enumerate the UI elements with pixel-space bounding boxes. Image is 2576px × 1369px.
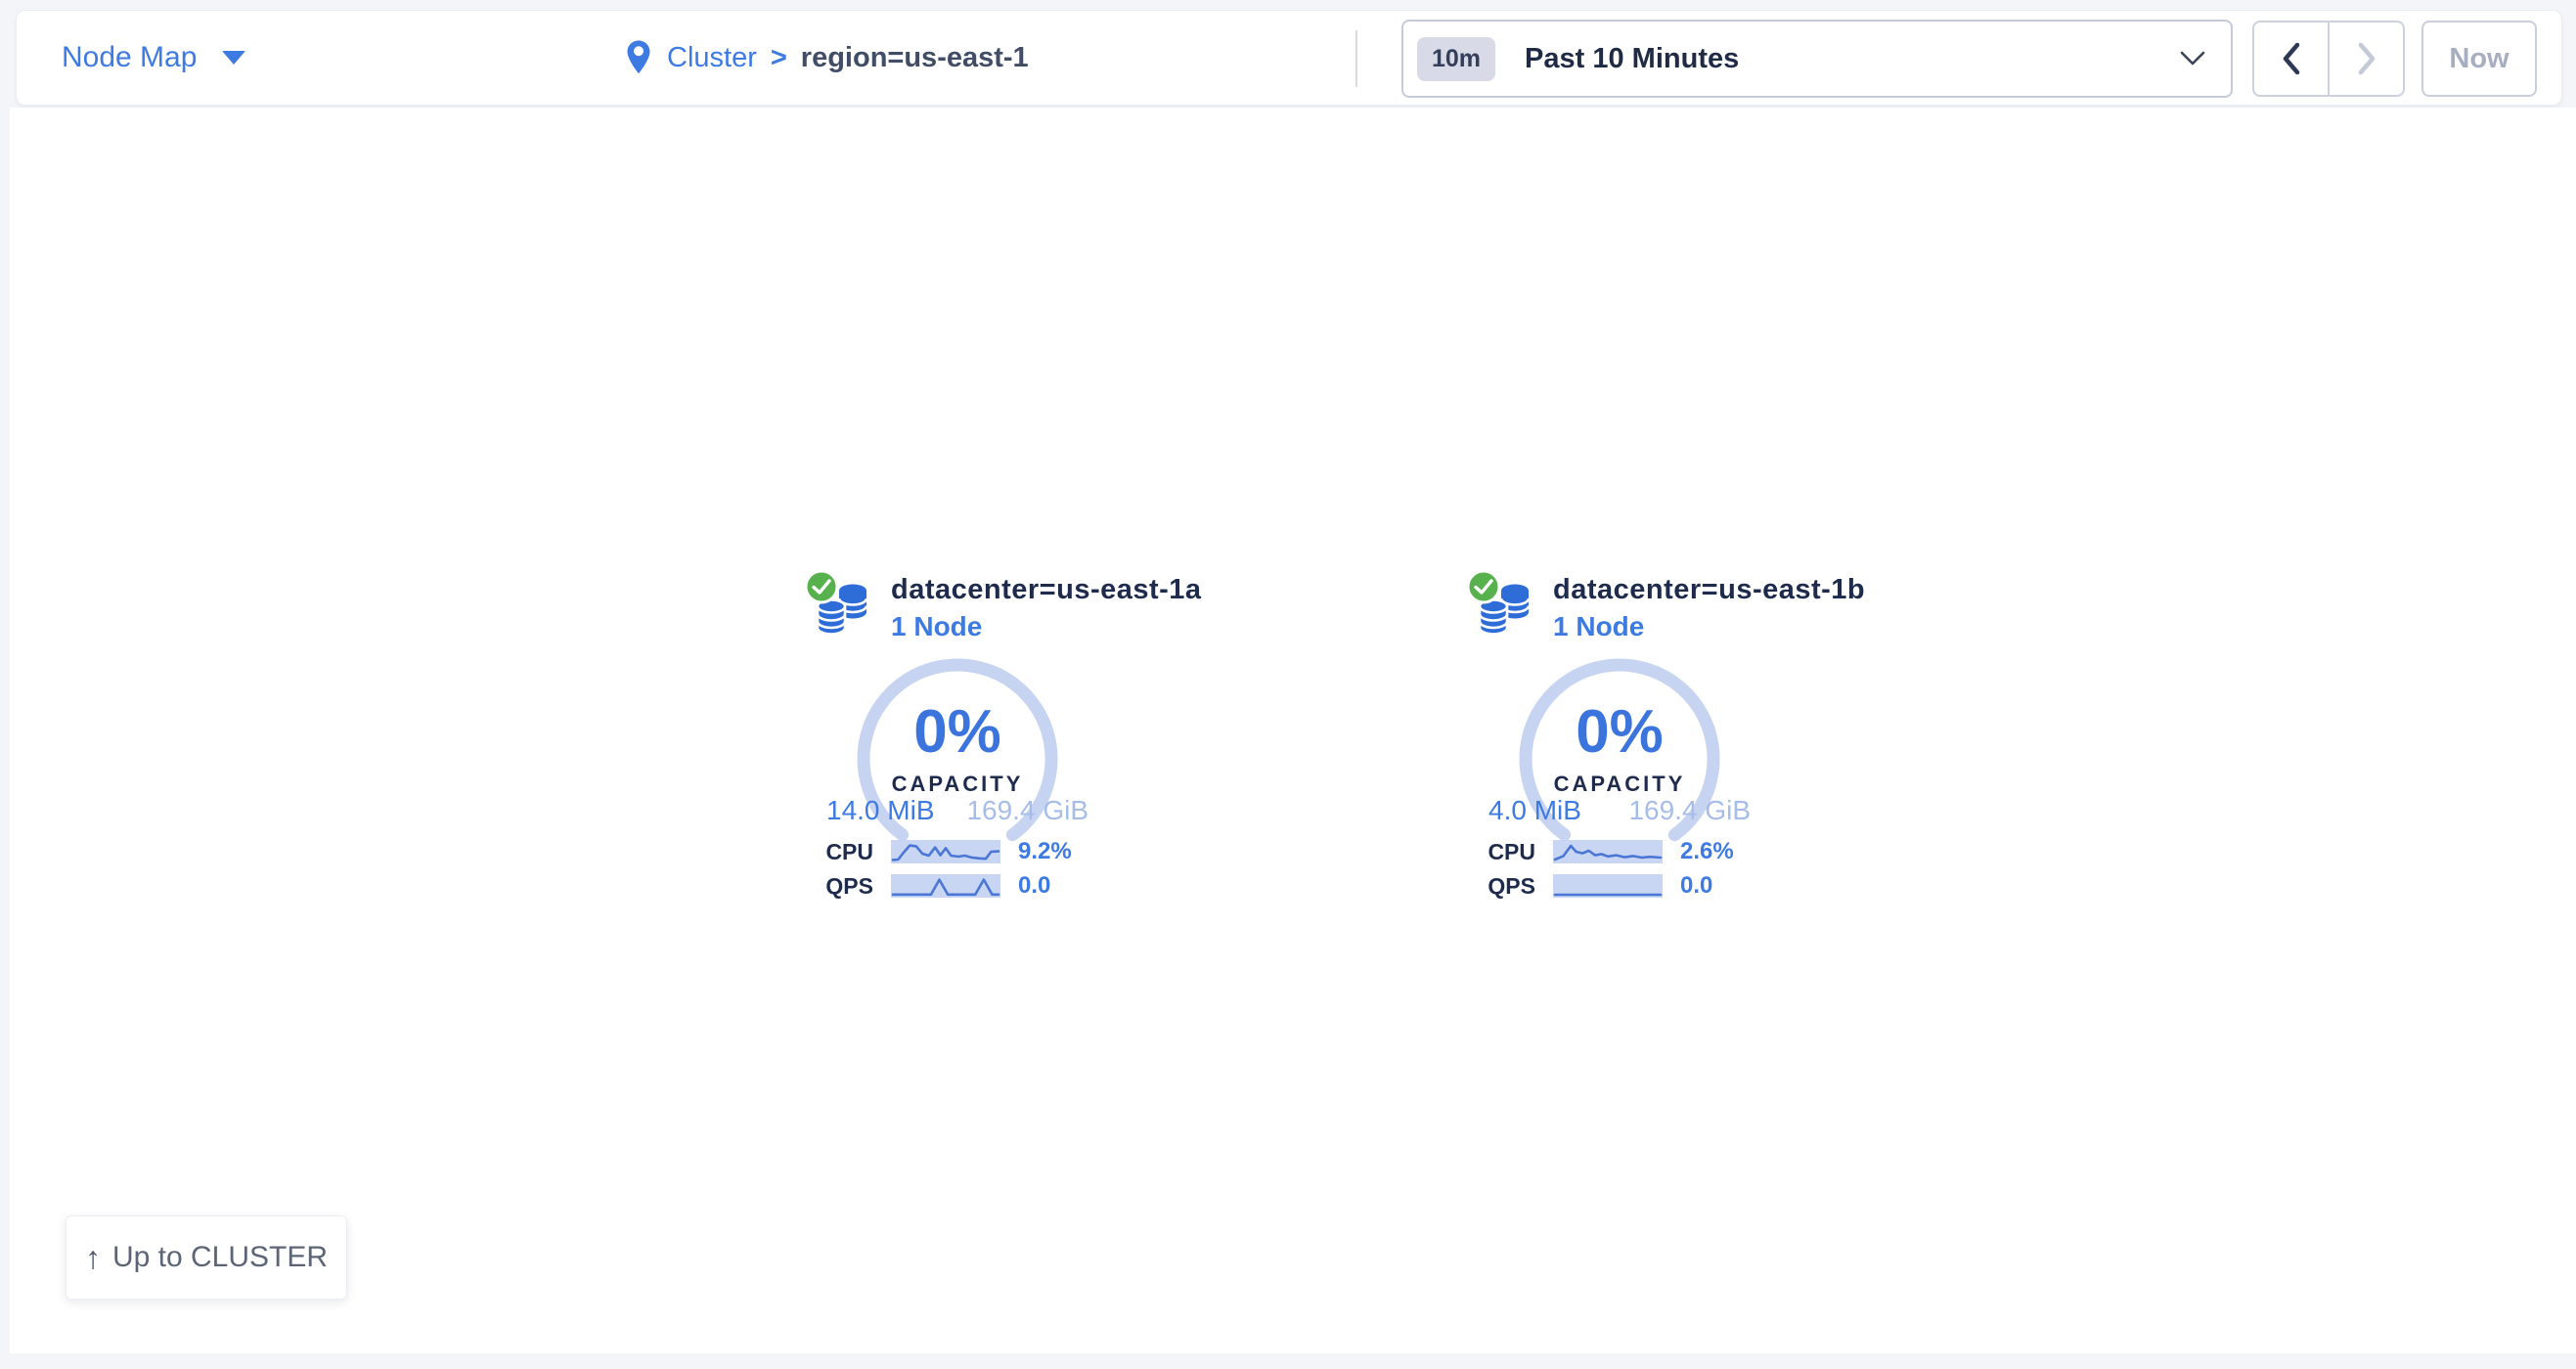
- qps-label: QPS: [825, 872, 873, 899]
- cpu-label: CPU: [825, 838, 873, 864]
- capacity-ring-arc: [857, 658, 1058, 860]
- capacity-values: 14.0 MiB 169.4 GiB: [826, 795, 1088, 826]
- datacenter-node-count: 1 Node: [891, 611, 983, 641]
- qps-sparkline: [891, 874, 1000, 898]
- cpu-label: CPU: [1488, 838, 1535, 864]
- chevron-left-icon: [2283, 42, 2299, 75]
- qps-stat-row: QPS 0.0: [1434, 872, 1805, 900]
- cpu-value: 2.6%: [1680, 838, 1734, 864]
- healthy-check-icon: [1466, 569, 1501, 604]
- datacenter-stats: CPU 2.6% QPS 0.0: [1434, 838, 1805, 900]
- node-map-canvas: datacenter=us-east-1a 1 Node 0% CAPACITY…: [10, 108, 2576, 1353]
- time-range-dropdown[interactable]: 10m Past 10 Minutes: [1401, 20, 2233, 98]
- cpu-stat-row: CPU 2.6%: [1434, 838, 1805, 865]
- datacenter-node-count: 1 Node: [1553, 611, 1645, 641]
- capacity-used: 14.0 MiB: [826, 795, 935, 825]
- time-range-label: Past 10 Minutes: [1525, 42, 1740, 74]
- datacenter-header: datacenter=us-east-1b 1 Node: [1434, 569, 1865, 642]
- capacity-label: CAPACITY: [891, 772, 1024, 796]
- view-switcher-dropdown[interactable]: Node Map: [62, 11, 246, 105]
- capacity-label: CAPACITY: [1553, 772, 1686, 796]
- cpu-stat-row: CPU 9.2%: [772, 838, 1143, 865]
- capacity-total: 169.4 GiB: [966, 795, 1088, 825]
- breadcrumb: Cluster > region=us-east-1: [624, 11, 1029, 105]
- cpu-sparkline: [1553, 840, 1663, 863]
- datacenter-header: datacenter=us-east-1a 1 Node: [772, 569, 1201, 642]
- up-to-cluster-label: Up to CLUSTER: [111, 1241, 329, 1273]
- capacity-ring: 0% CAPACITY 4.0 MiB 169.4 GiB: [1488, 658, 1751, 860]
- datacenter-title: datacenter=us-east-1b: [1553, 574, 1866, 605]
- datacenter-card-us-east-1b[interactable]: datacenter=us-east-1b 1 Node 0% CAPACITY…: [1434, 569, 1865, 906]
- capacity-ring-arc: [1519, 658, 1720, 860]
- qps-value: 0.0: [1018, 872, 1051, 899]
- qps-stat-row: QPS 0.0: [772, 872, 1143, 900]
- topbar-divider: [1355, 30, 1357, 87]
- arrow-up-icon: ↑: [84, 1240, 101, 1275]
- datacenter-stats: CPU 9.2% QPS 0.0: [772, 838, 1143, 900]
- breadcrumb-current: region=us-east-1: [800, 41, 1029, 73]
- datacenter-titles: datacenter=us-east-1b 1 Node: [1553, 572, 1865, 642]
- time-prev-button[interactable]: [2254, 22, 2328, 95]
- time-range-badge: 10m: [1417, 36, 1496, 81]
- breadcrumb-cluster-link[interactable]: Cluster: [667, 41, 757, 73]
- capacity-percent: 0%: [1576, 698, 1664, 766]
- healthy-check-icon: [804, 569, 839, 604]
- datacenter-card-us-east-1a[interactable]: datacenter=us-east-1a 1 Node 0% CAPACITY…: [772, 569, 1201, 906]
- now-button[interactable]: Now: [2421, 21, 2537, 97]
- database-stack-icon: [816, 584, 868, 636]
- cpu-sparkline: [891, 840, 1000, 863]
- up-to-cluster-button[interactable]: ↑ Up to CLUSTER: [66, 1215, 347, 1300]
- topbar: Node Map Cluster > region=us-east-1 10m …: [16, 10, 2562, 106]
- capacity-values: 4.0 MiB 169.4 GiB: [1488, 795, 1751, 826]
- datacenter-icon-wrap: [1466, 569, 1532, 639]
- view-switcher-label: Node Map: [62, 41, 198, 73]
- qps-sparkline: [1553, 874, 1663, 898]
- chevron-down-icon: [222, 51, 246, 65]
- qps-label: QPS: [1488, 872, 1535, 899]
- capacity-used: 4.0 MiB: [1488, 795, 1581, 825]
- capacity-total: 169.4 GiB: [1628, 795, 1751, 825]
- capacity-ring: 0% CAPACITY 14.0 MiB 169.4 GiB: [826, 658, 1088, 860]
- capacity-percent: 0%: [913, 698, 1001, 766]
- time-next-button[interactable]: [2328, 22, 2403, 95]
- chevron-right-icon: [2358, 42, 2375, 75]
- cpu-value: 9.2%: [1018, 838, 1072, 864]
- time-nav-group: [2252, 21, 2405, 97]
- datacenter-titles: datacenter=us-east-1a 1 Node: [891, 572, 1202, 642]
- qps-value: 0.0: [1680, 872, 1713, 899]
- location-pin-icon: [627, 40, 650, 74]
- breadcrumb-separator: >: [770, 41, 787, 73]
- datacenter-icon-wrap: [804, 569, 869, 639]
- chevron-down-icon: [2180, 51, 2205, 66]
- datacenter-title: datacenter=us-east-1a: [891, 574, 1202, 605]
